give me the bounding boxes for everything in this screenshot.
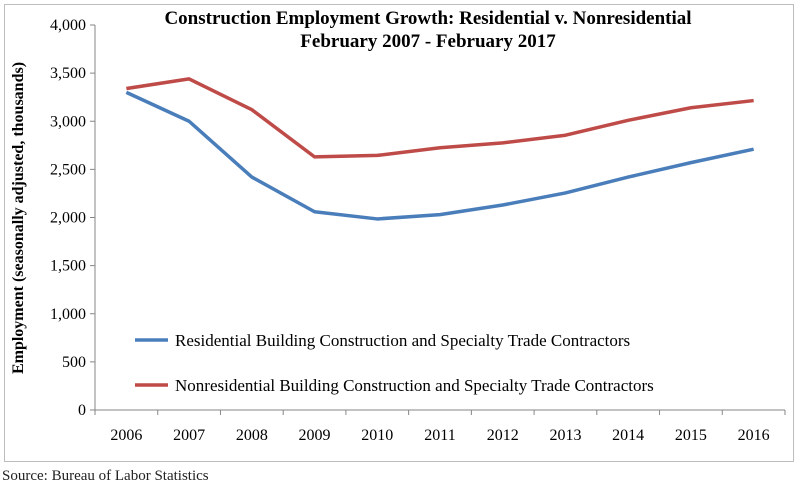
source-note: Source: Bureau of Labor Statistics xyxy=(2,468,209,484)
x-tick-label: 2012 xyxy=(487,427,519,444)
x-tick-label: 2009 xyxy=(299,427,331,444)
legend-label: Residential Building Construction and Sp… xyxy=(175,331,630,350)
chart-subtitle: February 2007 - February 2017 xyxy=(300,31,556,52)
chart-frame xyxy=(4,4,794,462)
x-tick-label: 2014 xyxy=(612,427,644,444)
y-tick-label: 0 xyxy=(78,402,86,419)
x-tick-label: 2010 xyxy=(361,427,393,444)
x-tick-label: 2008 xyxy=(236,427,268,444)
y-tick-label: 1,000 xyxy=(50,306,86,323)
x-tick-label: 2015 xyxy=(675,427,707,444)
y-tick-label: 3,500 xyxy=(50,65,86,82)
series-line-nonresidential xyxy=(126,77,754,159)
chart-title: Construction Employment Growth: Resident… xyxy=(164,8,691,29)
x-tick-label: 2016 xyxy=(738,427,770,444)
legend-label: Nonresidential Building Construction and… xyxy=(175,376,654,395)
y-tick-label: 500 xyxy=(62,354,86,371)
x-tick-label: 2013 xyxy=(549,427,581,444)
x-tick-label: 2006 xyxy=(110,427,142,444)
series-line-residential xyxy=(125,90,755,221)
y-tick-label: 3,000 xyxy=(50,113,86,130)
x-tick-label: 2011 xyxy=(424,427,455,444)
y-tick-label: 4,000 xyxy=(50,17,86,34)
y-tick-label: 2,500 xyxy=(50,161,86,178)
y-tick-label: 2,000 xyxy=(50,210,86,227)
x-tick-label: 2007 xyxy=(173,427,205,444)
y-axis-label: Employment (seasonally adjusted, thousan… xyxy=(10,62,27,374)
y-tick-label: 1,500 xyxy=(50,258,86,275)
